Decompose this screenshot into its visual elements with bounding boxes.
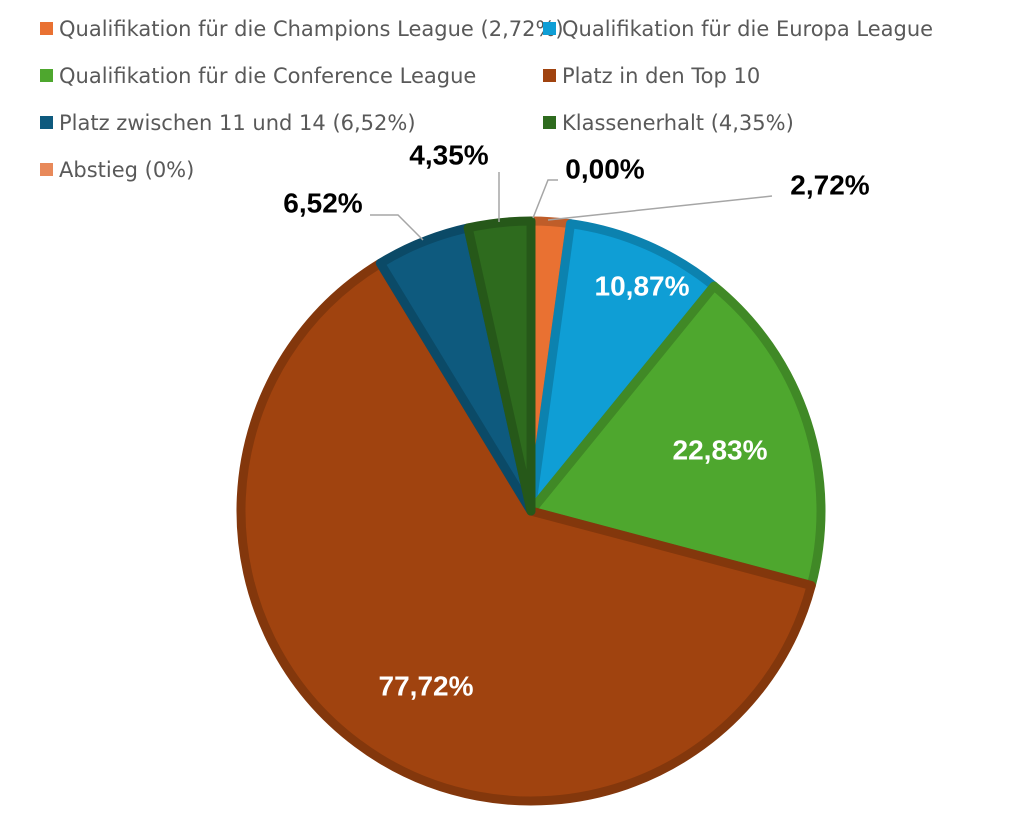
legend-label: Abstieg (0%) bbox=[59, 158, 194, 182]
data-label: 10,87% bbox=[595, 270, 690, 301]
leader-lines bbox=[370, 172, 773, 241]
legend-entry: Qualifikation für die Europa League bbox=[543, 17, 933, 41]
legend-label: Klassenerhalt (4,35%) bbox=[562, 111, 794, 135]
legend-swatch bbox=[543, 69, 556, 82]
legend-swatch bbox=[40, 163, 53, 176]
leader-line bbox=[532, 179, 558, 219]
legend-label: Qualifikation für die Champions League (… bbox=[59, 17, 564, 41]
data-label: 22,83% bbox=[673, 434, 768, 465]
leader-line bbox=[547, 195, 773, 221]
pie-slice bbox=[526, 281, 826, 590]
legend-entry: Platz in den Top 10 bbox=[543, 64, 760, 88]
data-label: 2,72% bbox=[790, 169, 869, 200]
legend-entry: Platz zwischen 11 und 14 (6,52%) bbox=[40, 111, 416, 135]
legend-label: Qualifikation für die Europa League bbox=[562, 17, 933, 41]
data-label: 77,72% bbox=[379, 670, 474, 701]
legend-entry: Klassenerhalt (4,35%) bbox=[543, 111, 794, 135]
legend-swatch bbox=[40, 69, 53, 82]
pie-slice bbox=[463, 216, 536, 516]
legend-label: Platz in den Top 10 bbox=[562, 64, 760, 88]
legend-entry: Qualifikation für die Champions League (… bbox=[40, 17, 564, 41]
legend-swatch bbox=[543, 116, 556, 129]
legend-label: Qualifikation für die Conference League bbox=[59, 64, 476, 88]
data-label: 6,52% bbox=[283, 187, 362, 218]
legend-label: Platz zwischen 11 und 14 (6,52%) bbox=[59, 111, 416, 135]
legend-swatch bbox=[40, 22, 53, 35]
data-label: 4,35% bbox=[409, 139, 488, 170]
pie-slice bbox=[526, 219, 719, 516]
data-label: 0,00% bbox=[565, 153, 644, 184]
leader-line bbox=[370, 214, 424, 241]
pie-slices bbox=[236, 216, 826, 806]
legend-entry: Qualifikation für die Conference League bbox=[40, 64, 476, 88]
data-labels: 2,72% 10,87% 22,83% 77,72% 6,52% 4,35% 0,00% bbox=[283, 139, 869, 701]
pie-slice bbox=[236, 258, 816, 806]
legend-swatch bbox=[40, 116, 53, 129]
legend: Qualifikation für die Champions League (… bbox=[40, 17, 933, 182]
legend-entry: Abstieg (0%) bbox=[40, 158, 194, 182]
legend-swatch bbox=[543, 22, 556, 35]
